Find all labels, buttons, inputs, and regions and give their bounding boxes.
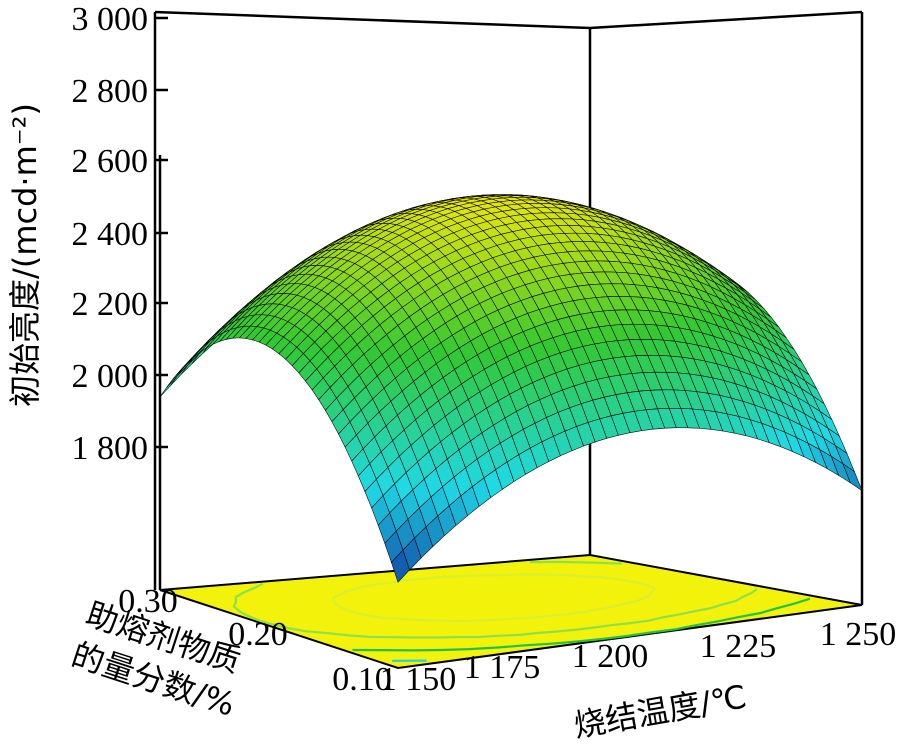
z-tick-label: 2 600 (72, 143, 149, 180)
z-tick-label: 3 000 (72, 1, 149, 38)
x-tick-label: 1 200 (572, 638, 649, 675)
contour-floor (159, 553, 863, 670)
x-tick-label: 1 225 (700, 628, 777, 665)
x-tick-label: 1 150 (380, 661, 457, 698)
contour-line (352, 597, 811, 652)
x-tick-label: 1 250 (820, 616, 897, 653)
tick-labels: 3 000 2 800 2 600 2 400 2 200 2 000 1 800 1 150… (72, 1, 897, 698)
contour-line (232, 560, 758, 639)
z-tick-label: 2 400 (72, 216, 149, 253)
contour-line (332, 573, 656, 623)
z-tick-label: 2 200 (72, 286, 149, 323)
surface-cell (181, 353, 200, 375)
surface-cell (170, 364, 189, 386)
top-right-edge (589, 10, 863, 30)
y-tick-label: 0.20 (228, 616, 288, 653)
z-tick-label: 1 800 (72, 430, 149, 467)
z-tick-label: 2 000 (72, 358, 149, 395)
z-axis-label: 初始亮度/(mcd·m⁻²) (6, 103, 44, 407)
y-tick-label: 0.10 (332, 661, 392, 698)
x-axis-label: 烧结温度/℃ (571, 677, 750, 745)
response-surface (159, 194, 863, 583)
box-frame (153, 10, 864, 605)
top-back-edge (154, 10, 591, 30)
y-tick-label: 0.30 (118, 583, 178, 620)
surface-cell (842, 462, 863, 492)
x-tick-label: 1 175 (464, 649, 541, 686)
z-tick-label: 2 800 (72, 73, 149, 110)
